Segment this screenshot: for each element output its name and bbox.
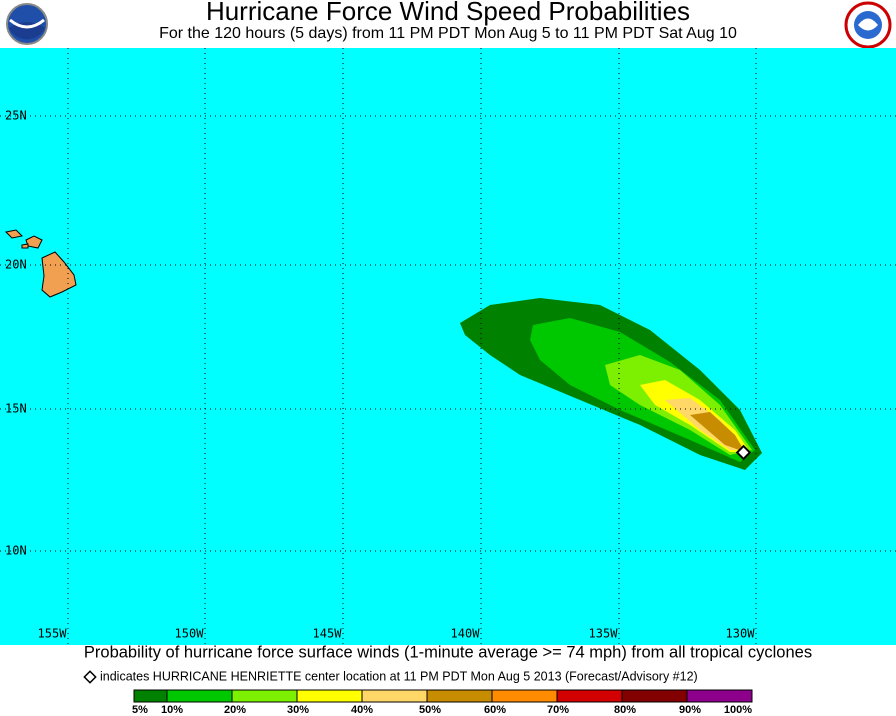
legend-swatch <box>621 689 688 703</box>
legend-label: 30% <box>287 704 309 716</box>
legend-label: 90% <box>679 704 701 716</box>
lon-label: 145W <box>313 627 343 641</box>
subtitle: For the 120 hours (5 days) from 11 PM PD… <box>159 25 737 42</box>
legend-swatch <box>296 689 363 703</box>
note: indicates HURRICANE HENRIETTE center loc… <box>100 669 698 683</box>
probability-contours <box>460 298 762 470</box>
lat-label: 15N <box>5 402 27 416</box>
nws-logo <box>844 1 892 49</box>
lon-label: 140W <box>451 627 481 641</box>
legend: 5% 10% 20% 30% 40% 50% 60% 70% 80% 90% 100% <box>132 689 753 716</box>
legend-swatch <box>231 689 298 703</box>
legend-swatch <box>491 689 558 703</box>
legend-label: 80% <box>614 704 636 716</box>
ocean <box>0 48 896 645</box>
title: Hurricane Force Wind Speed Probabilities <box>206 0 690 26</box>
legend-label: 20% <box>224 704 246 716</box>
legend-swatch <box>133 689 168 703</box>
legend-label: 40% <box>351 704 373 716</box>
legend-label: 60% <box>484 704 506 716</box>
legend-label: 50% <box>419 704 441 716</box>
lon-label: 155W <box>38 627 68 641</box>
lon-label: 130W <box>726 627 756 641</box>
legend-swatch <box>361 689 428 703</box>
legend-swatch <box>556 689 623 703</box>
grid: 25N 20N 15N 10N 155W 150W 145W 140W 135W 130W <box>0 48 896 645</box>
hawaii <box>4 229 77 298</box>
legend-swatch <box>426 689 493 703</box>
legend-swatch <box>686 689 753 703</box>
legend-label: 70% <box>547 704 569 716</box>
lat-label: 10N <box>5 544 27 558</box>
legend-label: 10% <box>161 704 183 716</box>
caption: Probability of hurricane force surface w… <box>84 643 812 661</box>
legend-label: 5% <box>132 704 148 716</box>
legend-swatch <box>166 689 233 703</box>
lat-label: 20N <box>5 258 27 272</box>
noaa-logo <box>6 3 48 45</box>
legend-label: 100% <box>724 704 752 716</box>
storm-center <box>735 444 752 461</box>
lat-label: 25N <box>5 109 27 123</box>
center-symbol <box>83 670 97 684</box>
lon-label: 150W <box>175 627 205 641</box>
lon-label: 135W <box>589 627 619 641</box>
